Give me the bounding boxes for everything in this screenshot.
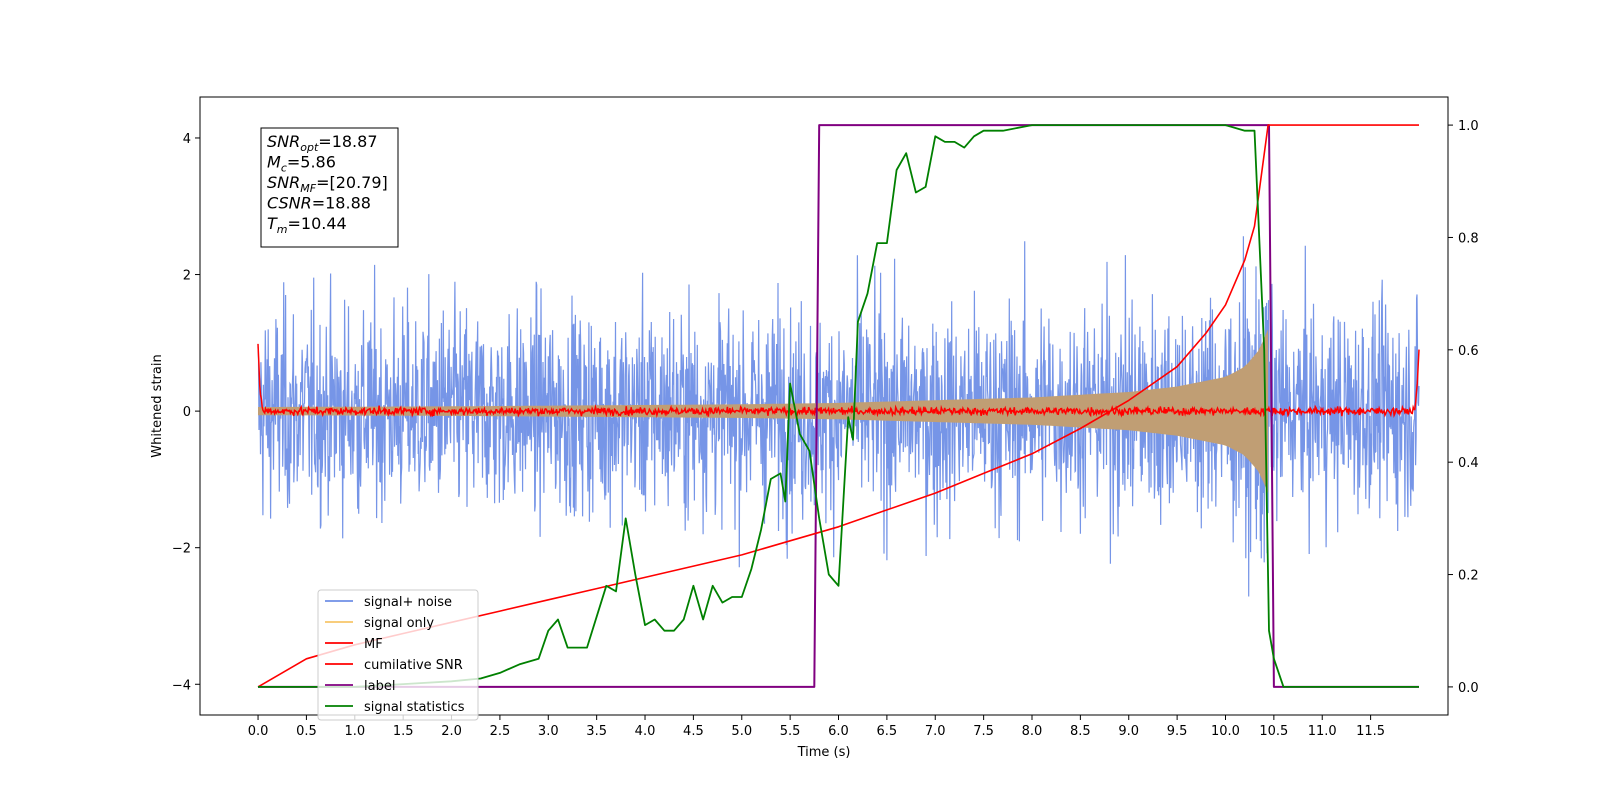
series-signal-only	[258, 329, 1269, 494]
x-tick-label: 6.5	[877, 724, 898, 739]
y-axis-right: 1.0 0.8 0.6 0.4 0.2 0.0	[1448, 119, 1479, 696]
y-right-tick-label: 0.0	[1458, 681, 1479, 696]
x-tick-label: 0.0	[248, 724, 269, 739]
x-axis-label: Time (s)	[797, 745, 851, 760]
annotation-line: CSNR=18.88	[267, 194, 371, 213]
legend-label: signal only	[364, 616, 434, 631]
x-tick-label: 10.0	[1211, 724, 1240, 739]
y-right-tick-label: 0.8	[1458, 231, 1479, 246]
x-axis: 0.0 0.5 1.0 1.5 2.0 2.5 3.0 3.5 4.0 4.5 5.0 5.5 6.0 6…	[248, 715, 1385, 739]
signal-noise-series	[257, 236, 1420, 597]
legend-label: signal statistics	[364, 700, 465, 715]
y-left-tick-label: −2	[172, 542, 191, 557]
x-tick-label: 2.0	[441, 724, 462, 739]
y-right-tick-label: 0.4	[1458, 456, 1479, 471]
annotation-line: SNRMF=[20.79]	[267, 173, 388, 195]
series-signal-noise	[257, 236, 1420, 597]
y-left-tick-label: 0	[183, 405, 191, 420]
y-axis-label-left: Whitened strain	[150, 354, 165, 457]
x-tick-label: 10.5	[1259, 724, 1288, 739]
annotation-line: Tm=10.44	[267, 214, 347, 236]
x-tick-label: 6.0	[828, 724, 849, 739]
signal-only-series	[258, 329, 1269, 494]
annotation-frame	[260, 127, 399, 248]
x-tick-label: 1.0	[344, 724, 365, 739]
series-signal-statistics	[258, 124, 1419, 688]
x-tick-label: 7.0	[925, 724, 946, 739]
x-tick-label: 11.0	[1308, 724, 1337, 739]
x-tick-label: 0.5	[296, 724, 317, 739]
x-tick-label: 11.5	[1356, 724, 1385, 739]
x-tick-label: 8.0	[1022, 724, 1043, 739]
plot-border	[199, 96, 1449, 716]
annotation-line: SNRopt=18.87	[267, 132, 378, 154]
legend-label: label	[364, 679, 395, 694]
y-right-tick-label: 1.0	[1458, 119, 1479, 134]
legend-label: signal+ noise	[364, 595, 452, 610]
x-tick-label: 5.0	[731, 724, 752, 739]
y-right-tick-label: 0.6	[1458, 344, 1479, 359]
series-mf	[257, 343, 1420, 419]
x-tick-label: 3.0	[538, 724, 559, 739]
legend: signal+ noise signal only MF cumilative SNR…	[317, 589, 479, 721]
y-left-tick-label: 2	[183, 269, 191, 284]
legend-frame	[317, 589, 479, 721]
x-tick-label: 5.5	[780, 724, 801, 739]
x-tick-label: 1.5	[393, 724, 414, 739]
x-tick-label: 8.5	[1070, 724, 1091, 739]
x-tick-label: 2.5	[490, 724, 511, 739]
y-right-tick-label: 0.2	[1458, 569, 1479, 584]
x-tick-label: 9.0	[1118, 724, 1139, 739]
annotation-line: Mc=5.86	[267, 153, 336, 175]
legend-label: MF	[364, 637, 383, 652]
y-left-tick-label: −4	[172, 678, 191, 693]
x-tick-label: 4.0	[635, 724, 656, 739]
y-left-tick-label: 4	[183, 132, 191, 147]
stats-annotation-box: SNRopt=18.87Mc=5.86SNRMF=[20.79]CSNR=18.…	[260, 127, 399, 248]
x-tick-label: 7.5	[973, 724, 994, 739]
x-tick-label: 9.5	[1167, 724, 1188, 739]
x-tick-label: 3.5	[586, 724, 607, 739]
x-tick-label: 4.5	[683, 724, 704, 739]
y-axis-left: 4 2 0 −2 −4	[172, 132, 200, 693]
legend-label: cumilative SNR	[364, 658, 463, 673]
